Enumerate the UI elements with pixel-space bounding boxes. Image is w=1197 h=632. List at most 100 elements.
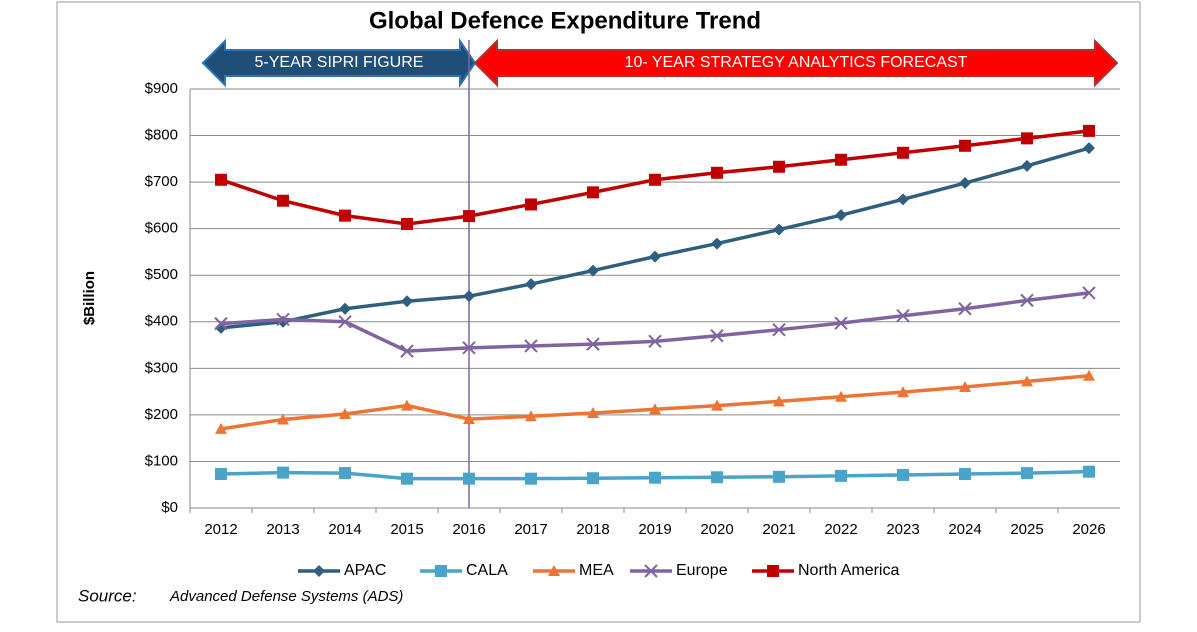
marker [525, 198, 537, 211]
marker [586, 337, 600, 351]
marker [1021, 375, 1033, 387]
marker [644, 564, 658, 578]
marker [835, 390, 847, 402]
legend-label: CALA [466, 562, 508, 579]
y-tick-label: $200 [145, 406, 178, 423]
y-tick-label: $500 [145, 266, 178, 283]
marker [463, 210, 475, 223]
marker [401, 472, 413, 485]
marker [401, 295, 413, 308]
legend-label: North America [798, 562, 899, 579]
y-axis-title: $Billion [81, 271, 98, 325]
marker [773, 160, 785, 173]
marker [462, 341, 476, 355]
marker [835, 469, 847, 482]
marker [896, 309, 910, 323]
marker [1083, 369, 1095, 381]
marker [648, 334, 662, 349]
marker [649, 471, 661, 484]
legend-label: Europe [676, 562, 728, 579]
x-tick-label: 2019 [638, 521, 671, 538]
marker [463, 290, 475, 303]
marker [1082, 286, 1096, 300]
marker [649, 250, 661, 263]
marker [524, 339, 538, 353]
marker [959, 380, 971, 392]
source-text: Advanced Defense Systems (ADS) [169, 588, 403, 605]
marker [525, 472, 537, 485]
marker [1021, 132, 1033, 145]
x-tick-label: 2012 [204, 521, 237, 538]
marker [959, 468, 971, 481]
marker [338, 315, 352, 329]
marker [897, 468, 909, 481]
y-tick-label: $700 [145, 173, 178, 190]
marker [773, 223, 785, 236]
chart-title: Global Defence Expenditure Trend [369, 7, 761, 34]
marker [587, 264, 599, 277]
marker [276, 312, 290, 327]
x-tick-label: 2022 [824, 521, 857, 538]
marker [214, 316, 228, 331]
marker [400, 344, 414, 358]
marker [711, 237, 723, 250]
y-tick-label: $900 [145, 80, 178, 97]
y-tick-label: $800 [145, 127, 178, 144]
marker [897, 386, 909, 398]
y-tick-label: $600 [145, 220, 178, 237]
legend-label: MEA [579, 562, 614, 579]
marker [339, 407, 351, 419]
marker [773, 395, 785, 407]
marker [958, 302, 972, 316]
marker [339, 467, 351, 480]
marker [587, 472, 599, 485]
marker [1020, 293, 1034, 308]
x-tick-label: 2024 [948, 521, 981, 538]
y-tick-label: $300 [145, 359, 178, 376]
marker [1021, 159, 1033, 172]
marker [649, 403, 661, 415]
x-tick-label: 2017 [514, 521, 547, 538]
x-tick-label: 2018 [576, 521, 609, 538]
marker [215, 468, 227, 481]
legend-label: APAC [344, 562, 386, 579]
marker [711, 471, 723, 484]
marker [959, 139, 971, 152]
marker [767, 565, 779, 577]
frame [56, 1, 1141, 623]
y-tick-label: $400 [145, 313, 178, 330]
marker [525, 410, 537, 422]
marker [587, 186, 599, 199]
marker [710, 329, 724, 343]
marker [339, 302, 351, 315]
marker [463, 472, 475, 485]
x-tick-label: 2021 [762, 521, 795, 538]
x-tick-label: 2020 [700, 521, 733, 538]
marker [215, 173, 227, 186]
forecast-label: 10- YEAR STRATEGY ANALYTICS FORECAST [625, 54, 968, 71]
marker [897, 193, 909, 206]
marker [772, 322, 786, 337]
history-label: 5-YEAR SIPRI FIGURE [255, 54, 424, 71]
marker [548, 565, 560, 576]
x-tick-label: 2023 [886, 521, 919, 538]
y-tick-label: $0 [161, 499, 178, 516]
marker [649, 173, 661, 186]
x-tick-label: 2014 [328, 521, 361, 538]
marker [339, 209, 351, 222]
marker [897, 146, 909, 159]
source-label: Source: [78, 586, 137, 605]
x-tick-label: 2015 [390, 521, 423, 538]
marker [313, 565, 325, 577]
marker [835, 153, 847, 166]
forecast-arrow [473, 38, 1119, 88]
x-tick-label: 2025 [1010, 521, 1043, 538]
marker [1083, 465, 1095, 478]
marker [711, 399, 723, 411]
marker [401, 218, 413, 231]
marker [215, 422, 227, 434]
marker [1083, 124, 1095, 137]
marker [277, 413, 289, 425]
marker [525, 278, 537, 291]
